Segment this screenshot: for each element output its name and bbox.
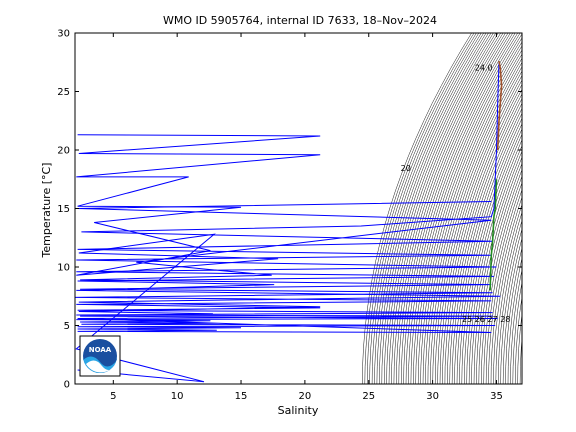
logo-text: NOAA — [89, 346, 112, 354]
chart-title: WMO ID 5905764, internal ID 7633, 18–Nov… — [163, 14, 437, 27]
x-tick-label: 30 — [426, 391, 439, 402]
isopycnal-line — [495, 211, 522, 384]
y-tick-label: 25 — [57, 87, 70, 98]
noaa-logo: NOAA — [79, 335, 121, 377]
isopycnal-line — [510, 268, 522, 384]
isopycnal-label: 24.0 — [475, 63, 493, 72]
y-tick-label: 20 — [57, 146, 70, 157]
isopycnal-line — [500, 228, 522, 384]
isopycnal-line — [505, 246, 522, 384]
profile-lines — [75, 60, 503, 383]
x-tick-label: 25 — [362, 391, 375, 402]
x-tick-label: 5 — [110, 391, 116, 402]
isopycnal-label: 25 26 27 28 — [462, 315, 510, 324]
isopycnal-line — [507, 257, 522, 384]
x-axis-label: Salinity — [278, 404, 319, 417]
y-tick-label: 15 — [57, 204, 70, 215]
x-axis-ticks: 5 10 15 20 25 30 35 — [110, 33, 503, 402]
y-tick-label: 0 — [64, 380, 70, 391]
isopycnal-line — [502, 237, 522, 384]
isopycnal-line — [512, 280, 522, 384]
y-tick-label: 30 — [57, 29, 70, 40]
logo-gull — [86, 360, 114, 373]
isopycnal-labels: 20 25 26 27 28 24.0 — [401, 63, 511, 324]
isopycnal-label: 20 — [401, 164, 411, 173]
isopycnal-line — [497, 219, 522, 384]
x-tick-label: 20 — [299, 391, 312, 402]
y-tick-label: 10 — [57, 263, 70, 274]
x-tick-label: 15 — [235, 391, 248, 402]
series-line — [75, 62, 501, 333]
y-tick-label: 5 — [64, 321, 70, 332]
y-axis-label: Temperature [°C] — [40, 163, 53, 259]
y-axis-ticks: 0 5 10 15 20 25 30 — [57, 29, 522, 391]
series-line — [496, 60, 503, 151]
series-line — [75, 134, 321, 383]
x-tick-label: 35 — [490, 391, 503, 402]
series-line — [489, 179, 498, 291]
x-tick-label: 10 — [171, 391, 184, 402]
